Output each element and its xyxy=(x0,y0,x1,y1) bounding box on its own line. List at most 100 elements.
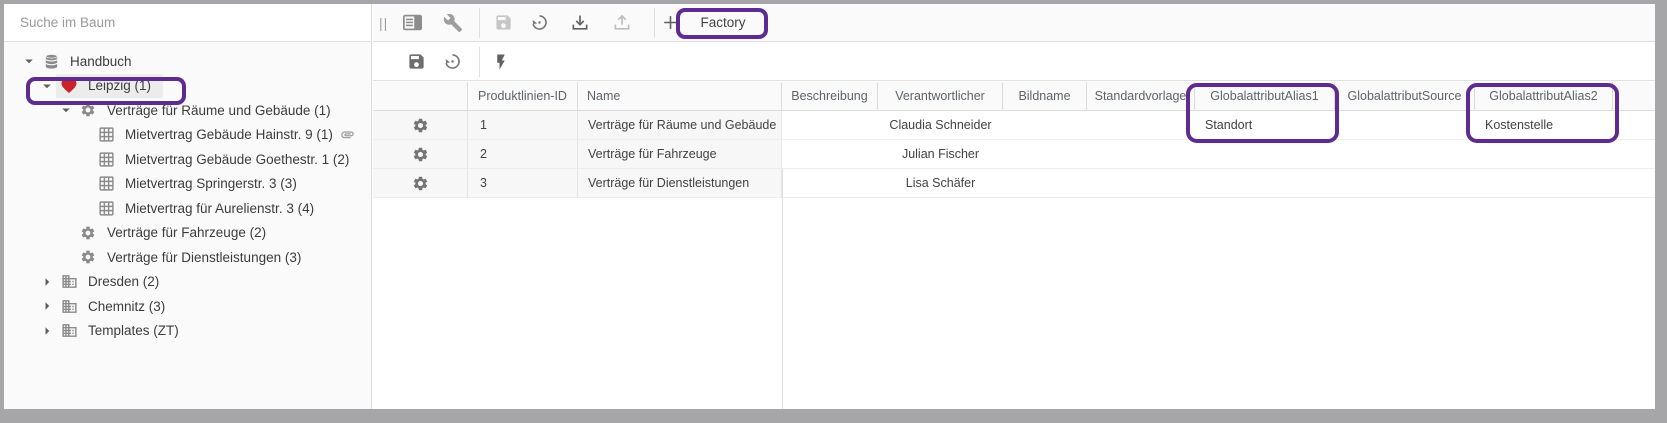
tree-item-mietvertrag-aurelienstr[interactable]: Mietvertrag für Aurelienstr. 3 (4) xyxy=(4,196,371,221)
cell-globalattributalias2[interactable]: Kostenstelle xyxy=(1475,111,1613,140)
history-button[interactable] xyxy=(529,12,550,33)
tree-item-label: Handbuch xyxy=(70,53,132,69)
gear-icon xyxy=(77,224,99,242)
table-grid-icon xyxy=(95,199,117,217)
history-button[interactable] xyxy=(442,51,463,72)
table-row[interactable]: 2 Verträge für Fahrzeuge Julian Fischer xyxy=(373,140,1655,169)
column-header-globalattributalias2[interactable]: GlobalattributAlias2 xyxy=(1475,82,1613,111)
cell-globalattributsource[interactable] xyxy=(1335,111,1475,140)
cell-globalattributalias1[interactable] xyxy=(1195,140,1335,169)
cell-name[interactable]: Verträge für Räume und Gebäude xyxy=(578,111,782,140)
tree-item-mietvertrag-springerstr[interactable]: Mietvertrag Springerstr. 3 (3) xyxy=(4,172,371,197)
cell-bildname[interactable] xyxy=(1003,140,1087,169)
cell-globalattributalias2[interactable] xyxy=(1475,140,1613,169)
add-tab-button[interactable] xyxy=(661,13,680,32)
tree-item-vertraege-fahrzeuge[interactable]: Verträge für Fahrzeuge (2) xyxy=(4,221,371,246)
tree-item-mietvertrag-goethestr[interactable]: Mietvertrag Gebäude Goethestr. 1 (2) xyxy=(4,147,371,172)
cell-globalattributalias1[interactable] xyxy=(1195,169,1335,198)
cell-globalattributsource[interactable] xyxy=(1335,140,1475,169)
cell-globalattributalias2[interactable] xyxy=(1475,169,1613,198)
column-header-actions[interactable] xyxy=(373,82,468,111)
column-header-bildname[interactable]: Bildname xyxy=(1003,82,1087,111)
expander-spacer xyxy=(57,248,75,266)
panel-drag-handle[interactable]: || xyxy=(379,14,389,31)
tree-item-label: Verträge für Fahrzeuge (2) xyxy=(107,225,267,241)
column-header-globalattributsource[interactable]: GlobalattributSource xyxy=(1335,82,1475,111)
search-input[interactable] xyxy=(4,4,371,41)
save-button-disabled[interactable] xyxy=(494,13,513,32)
upload-button-disabled[interactable] xyxy=(612,13,632,33)
tree-item-mietvertrag-hainstr[interactable]: Mietvertrag Gebäude Hainstr. 9 (1) xyxy=(4,123,371,148)
cell-standardvorlage[interactable] xyxy=(1087,111,1195,140)
main-toolbar: || Factory xyxy=(373,4,1655,42)
pinned-columns-divider xyxy=(782,169,783,409)
cell-produktlinien-id[interactable]: 1 xyxy=(468,111,578,140)
tree-item-label: Verträge für Räume und Gebäude (1) xyxy=(107,102,331,118)
toolbar-divider xyxy=(654,7,656,38)
download-button[interactable] xyxy=(570,13,590,33)
attachment-icon xyxy=(340,127,355,142)
row-gear-button[interactable] xyxy=(373,169,468,198)
cell-bildname[interactable] xyxy=(1003,111,1087,140)
tree-item-chemnitz[interactable]: Chemnitz (3) xyxy=(4,294,371,319)
tree-item-handbuch[interactable]: Handbuch xyxy=(4,49,371,74)
save-button[interactable] xyxy=(407,52,426,71)
cell-standardvorlage[interactable] xyxy=(1087,140,1195,169)
cell-produktlinien-id[interactable]: 2 xyxy=(468,140,578,169)
tree-item-vertraege-raeume-gebaeude[interactable]: Verträge für Räume und Gebäude (1) xyxy=(4,98,371,123)
tree-item-label: Dresden (2) xyxy=(88,274,160,290)
row-gear-button[interactable] xyxy=(373,111,468,140)
cell-verantwortlicher[interactable]: Julian Fischer xyxy=(878,140,1003,169)
flash-icon[interactable] xyxy=(492,53,510,71)
cell-globalattributalias1[interactable]: Standort xyxy=(1195,111,1335,140)
cell-bildname[interactable] xyxy=(1003,169,1087,198)
column-header-beschreibung[interactable]: Beschreibung xyxy=(782,82,878,111)
tree-item-label: Mietvertrag Gebäude Goethestr. 1 (2) xyxy=(125,151,350,167)
chevron-right-icon[interactable] xyxy=(38,297,56,315)
cell-produktlinien-id[interactable]: 3 xyxy=(468,169,578,198)
tab-factory[interactable]: Factory xyxy=(680,9,766,37)
wrench-icon[interactable] xyxy=(443,13,463,33)
toolbar-divider xyxy=(479,46,480,77)
table-grid-icon xyxy=(95,150,117,168)
tree-item-label: Templates (ZT) xyxy=(88,323,179,339)
column-header-standardvorlage[interactable]: Standardvorlage xyxy=(1087,82,1195,111)
tree-item-dresden[interactable]: Dresden (2) xyxy=(4,270,371,295)
cell-beschreibung[interactable] xyxy=(782,111,878,140)
table-row[interactable]: 3 Verträge für Dienstleistungen Lisa Sch… xyxy=(373,169,1655,198)
cell-beschreibung[interactable] xyxy=(782,169,878,198)
table-row[interactable]: 1 Verträge für Räume und Gebäude Claudia… xyxy=(373,111,1655,140)
cell-standardvorlage[interactable] xyxy=(1087,169,1195,198)
column-header-verantwortlicher[interactable]: Verantwortlicher xyxy=(878,82,1003,111)
tree-item-leipzig[interactable]: Leipzig (1) xyxy=(4,73,371,99)
column-header-name[interactable]: Name xyxy=(578,82,782,111)
chevron-right-icon[interactable] xyxy=(38,322,56,340)
expander-spacer xyxy=(75,175,93,193)
column-header-globalattributalias1[interactable]: GlobalattributAlias1 xyxy=(1195,82,1335,111)
heart-icon xyxy=(58,77,80,95)
cell-verantwortlicher[interactable]: Lisa Schäfer xyxy=(878,169,1003,198)
expander-spacer xyxy=(57,224,75,242)
cell-name[interactable]: Verträge für Fahrzeuge xyxy=(578,140,782,169)
chevron-down-icon[interactable] xyxy=(57,101,75,119)
tree-item-templates[interactable]: Templates (ZT) xyxy=(4,319,371,344)
expander-spacer xyxy=(75,199,93,217)
chevron-down-icon[interactable] xyxy=(38,77,56,95)
cell-name[interactable]: Verträge für Dienstleistungen xyxy=(578,169,782,198)
chevron-down-icon[interactable] xyxy=(20,52,38,70)
master-detail-view-button[interactable] xyxy=(402,13,423,32)
cell-globalattributsource[interactable] xyxy=(1335,169,1475,198)
tree-item-label: Chemnitz (3) xyxy=(88,298,166,314)
tree-panel: Handbuch Leipzig (1) Verträge für Räume … xyxy=(4,4,372,409)
building-icon xyxy=(58,322,80,340)
chevron-right-icon[interactable] xyxy=(38,273,56,291)
cell-filler xyxy=(1613,140,1655,169)
expander-spacer xyxy=(75,126,93,144)
cell-beschreibung[interactable] xyxy=(782,140,878,169)
column-header-produktlinien-id[interactable]: Produktlinien-ID xyxy=(468,82,578,111)
gear-icon xyxy=(77,101,99,119)
product-line-table: Produktlinien-ID Name Beschreibung Veran… xyxy=(373,82,1655,409)
cell-verantwortlicher[interactable]: Claudia Schneider xyxy=(878,111,1003,140)
tree-item-vertraege-dienstleistungen[interactable]: Verträge für Dienstleistungen (3) xyxy=(4,245,371,270)
row-gear-button[interactable] xyxy=(373,140,468,169)
